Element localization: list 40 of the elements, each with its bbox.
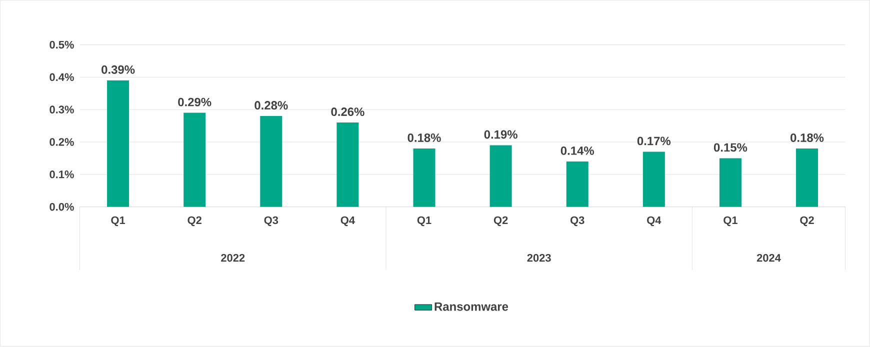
y-tick-label: 0.3% <box>50 106 74 114</box>
data-label: 0.39% <box>102 66 135 74</box>
data-label: 0.19% <box>484 130 518 139</box>
data-label: 0.18% <box>408 134 441 142</box>
x-tick-label: Q3 <box>264 216 278 226</box>
y-tick-label: 0.2% <box>50 138 74 146</box>
data-label: 0.28% <box>254 101 288 110</box>
text: 2024 <box>756 254 781 262</box>
y-tick-label: 0.5% <box>50 41 74 49</box>
data-label: 0.29% <box>178 98 212 106</box>
y-tick-label: 0.4% <box>50 73 74 82</box>
x-tick-label: Q4 <box>340 216 355 226</box>
x-tick-label: Q1 <box>724 216 738 226</box>
x-tick-label: Q3 <box>570 216 584 226</box>
data-label: 0.18% <box>790 134 824 142</box>
x-tick-label: Q1 <box>111 216 126 226</box>
bar <box>719 158 742 208</box>
bar <box>413 148 436 208</box>
bar <box>566 162 588 208</box>
bar <box>642 152 665 208</box>
x-tick-label: Q1 <box>417 216 432 226</box>
text: 2023 <box>527 254 551 262</box>
x-tick-label: Q4 <box>647 216 662 226</box>
data-label: 0.17% <box>637 136 671 146</box>
bar <box>490 145 512 208</box>
y-tick-label: 0.1% <box>50 170 74 178</box>
bar <box>796 148 818 208</box>
legend-label: Ransomware <box>434 302 508 311</box>
bar <box>336 122 359 208</box>
x-tick-label: Q2 <box>188 216 202 226</box>
data-label: 0.15% <box>714 143 748 152</box>
x-tick-label: Q2 <box>800 216 814 226</box>
bar <box>107 80 130 208</box>
bar <box>184 112 206 208</box>
data-label: 0.14% <box>560 146 594 156</box>
x-tick-label: Q2 <box>494 216 508 226</box>
bar <box>260 116 282 208</box>
text: 2022 <box>221 254 245 262</box>
data-label: 0.26% <box>331 108 364 116</box>
y-tick-label: 0.0% <box>50 203 74 211</box>
